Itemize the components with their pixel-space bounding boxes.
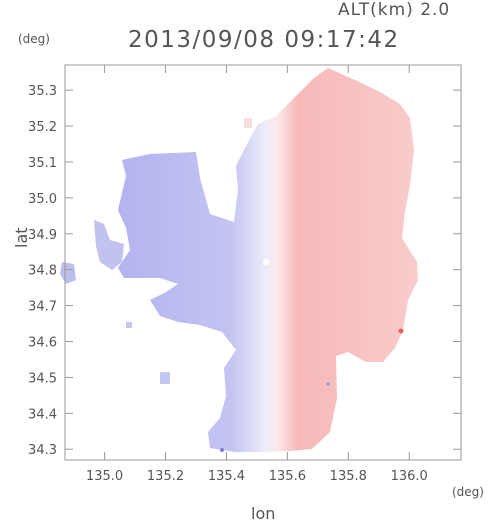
echo-fragment bbox=[244, 118, 252, 128]
datetime-title: 2013/09/08 09:17:42 bbox=[128, 27, 400, 53]
y-axis: 34.3 34.4 34.5 34.6 34.7 34.8 34.9 35.0 35.1 35.2… bbox=[28, 84, 461, 458]
x-tick-label: 135.8 bbox=[330, 469, 367, 484]
radar-site bbox=[263, 259, 269, 265]
y-tick-label: 34.4 bbox=[28, 407, 57, 422]
y-tick-label: 34.9 bbox=[28, 228, 57, 243]
x-tick-label: 136.0 bbox=[391, 469, 428, 484]
x-axis-label: lon bbox=[251, 504, 276, 523]
y-tick-label: 34.7 bbox=[28, 300, 57, 315]
y-tick-label: 35.2 bbox=[28, 120, 57, 135]
y-tick-label: 34.5 bbox=[28, 371, 57, 386]
x-tick-label: 135.6 bbox=[269, 469, 306, 484]
velocity-field-west bbox=[94, 220, 124, 270]
x-tick-label: 135.4 bbox=[208, 469, 245, 484]
echo-fragment bbox=[220, 448, 224, 452]
echo-fragment bbox=[398, 328, 404, 334]
y-tick-label: 35.1 bbox=[28, 156, 57, 171]
echo-fragment bbox=[160, 372, 170, 384]
plot-frame bbox=[64, 64, 462, 461]
y-tick-label: 35.0 bbox=[28, 192, 57, 207]
y-unit-label: (deg) bbox=[18, 32, 50, 46]
y-tick-label: 34.6 bbox=[28, 336, 57, 351]
x-tick-label: 135.0 bbox=[86, 469, 123, 484]
x-unit-label: (deg) bbox=[452, 485, 484, 499]
echo-fragment bbox=[126, 322, 132, 328]
y-tick-label: 34.8 bbox=[28, 264, 57, 279]
echo-fragment bbox=[326, 382, 330, 386]
echo-field bbox=[60, 68, 418, 452]
x-tick-label: 135.2 bbox=[147, 469, 184, 484]
y-tick-label: 35.3 bbox=[28, 84, 57, 99]
velocity-field-edge bbox=[60, 262, 76, 284]
x-axis: 135.0 135.2 135.4 135.6 135.8 136.0 bbox=[86, 65, 428, 484]
altitude-label: ALT(km) 2.0 bbox=[338, 0, 451, 20]
y-tick-label: 34.3 bbox=[28, 443, 57, 458]
